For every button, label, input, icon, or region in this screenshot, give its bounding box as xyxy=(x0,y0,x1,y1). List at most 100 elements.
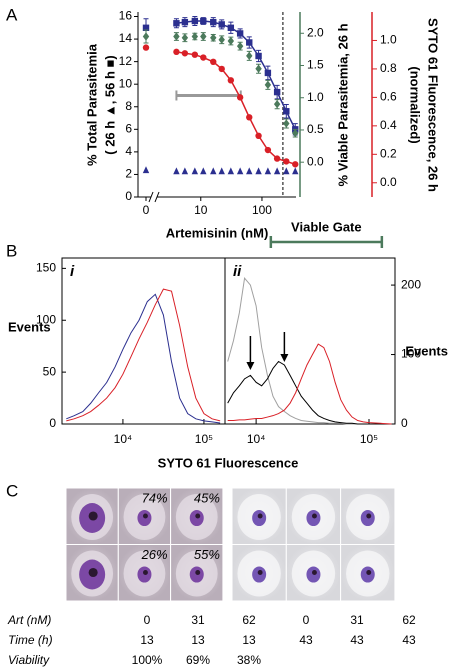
marker-diamond xyxy=(173,32,180,41)
marker-diamond xyxy=(227,36,235,46)
marker-diamond xyxy=(181,33,189,42)
row-label: Time (h) xyxy=(8,633,53,647)
pigment xyxy=(312,513,317,519)
marker-diamond xyxy=(273,99,281,109)
table-cell: 13 xyxy=(191,633,205,647)
table-cell: 43 xyxy=(350,633,364,647)
y-tick-label: 50 xyxy=(43,364,57,378)
y3-tick-label: 1.0 xyxy=(380,33,397,47)
histogram-line xyxy=(227,360,392,425)
image-label: 55% xyxy=(194,547,220,562)
pigment xyxy=(195,570,201,575)
marker-circle xyxy=(246,114,253,121)
marker-triangle xyxy=(173,167,180,175)
image-label: 45% xyxy=(194,490,220,505)
marker-square xyxy=(273,88,281,96)
y-axis-label: Events xyxy=(8,319,51,334)
x-tick-label: 10⁴ xyxy=(247,432,266,446)
marker-diamond xyxy=(210,33,217,42)
marker-circle xyxy=(255,132,262,140)
arrow-head xyxy=(246,362,255,370)
marker-triangle xyxy=(200,167,207,175)
row-label: Art (nM) xyxy=(7,613,51,627)
pigment xyxy=(257,570,263,575)
marker-diamond xyxy=(218,35,225,44)
y2-tick-label: 1.0 xyxy=(307,90,324,104)
table-cell: 13 xyxy=(140,633,154,647)
marker-triangle xyxy=(218,167,225,175)
table-cell: 0 xyxy=(303,613,310,627)
y2-tick-label: 0.0 xyxy=(307,154,324,168)
marker-triangle xyxy=(273,167,281,175)
y-axis-label: Events xyxy=(405,343,448,358)
y-tick-label: 6 xyxy=(125,121,132,135)
marker-circle xyxy=(264,146,272,154)
pigment xyxy=(88,511,98,521)
marker-square xyxy=(142,24,150,31)
x-tick-label: 10⁴ xyxy=(114,432,133,446)
marker-triangle xyxy=(236,167,244,175)
panel-label: A xyxy=(6,5,18,24)
gate-label: Viable Gate xyxy=(291,219,362,234)
marker-square xyxy=(200,17,207,25)
y2-tick-label: 1.5 xyxy=(307,58,324,72)
marker-square xyxy=(173,20,180,27)
marker-circle xyxy=(218,65,225,73)
x-tick-label: 10⁵ xyxy=(360,432,378,446)
table-cell: 13 xyxy=(242,633,256,647)
marker-circle xyxy=(181,50,189,57)
image-label: 74% xyxy=(142,490,168,505)
table-cell: 38% xyxy=(237,653,261,667)
table-cell: 43 xyxy=(402,633,416,647)
marker-square xyxy=(218,21,225,28)
marker-diamond xyxy=(191,32,199,41)
y3-tick-label: 0.0 xyxy=(380,175,397,189)
pigment xyxy=(143,513,148,519)
y-tick-label: 2 xyxy=(125,167,132,181)
table-cell: 43 xyxy=(299,633,313,647)
x-tick-label: 10⁵ xyxy=(195,432,213,446)
table-cell: 31 xyxy=(350,613,364,627)
x-axis-label: SYTO 61 Fluorescence xyxy=(158,455,299,470)
marker-square xyxy=(264,69,272,77)
y-axis-label: ( 26 h ▲, 56 h ■) xyxy=(102,55,117,154)
y3-tick-label: 0.6 xyxy=(380,90,397,104)
marker-triangle xyxy=(227,167,235,175)
table-cell: 62 xyxy=(242,613,256,627)
x-tick-label: 100 xyxy=(252,203,272,217)
marker-circle xyxy=(227,77,235,84)
subpanel-label: i xyxy=(70,263,75,280)
histogram-line xyxy=(227,343,392,425)
pigment xyxy=(88,567,98,578)
x-axis-label: Artemisinin (nM) xyxy=(166,225,269,240)
marker-triangle xyxy=(181,167,189,175)
marker-circle xyxy=(283,158,290,165)
marker-triangle xyxy=(210,167,217,175)
y3-tick-label: 0.8 xyxy=(380,61,397,75)
y3-axis-label: (normalized) xyxy=(408,66,423,143)
histogram-line xyxy=(66,293,221,424)
table-cell: 62 xyxy=(402,613,416,627)
axis-break xyxy=(154,191,160,203)
y-tick-label: 100 xyxy=(401,347,421,361)
marker-circle xyxy=(210,58,217,66)
y3-axis-label: SYTO 61 Fluorescence, 26 h xyxy=(426,18,441,192)
marker-diamond xyxy=(255,64,262,73)
marker-diamond xyxy=(142,32,150,41)
marker-diamond xyxy=(283,119,290,128)
marker-square xyxy=(255,52,262,60)
marker-triangle xyxy=(255,167,262,175)
marker-circle xyxy=(142,44,150,51)
marker-triangle xyxy=(292,167,299,175)
panel-label: C xyxy=(6,481,18,500)
table-cell: 0 xyxy=(144,613,151,627)
marker-circle xyxy=(236,94,244,101)
row-label: Viability xyxy=(8,653,50,667)
marker-square xyxy=(236,30,244,37)
y3-tick-label: 0.4 xyxy=(380,118,397,132)
plot-frame xyxy=(224,257,396,425)
marker-square xyxy=(246,39,253,46)
y-tick-label: 14 xyxy=(119,31,133,45)
histogram-line xyxy=(66,288,221,422)
x-tick-label: 10 xyxy=(194,203,208,217)
